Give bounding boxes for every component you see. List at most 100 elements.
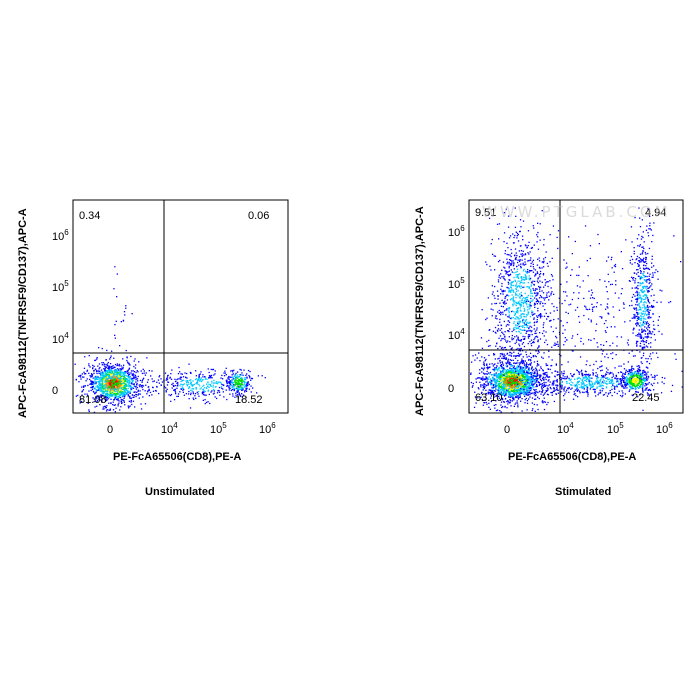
event-dot <box>122 392 124 394</box>
event-dot <box>560 320 562 322</box>
event-dot <box>534 337 536 339</box>
event-dot <box>116 371 118 373</box>
event-dot <box>513 383 515 385</box>
event-dot <box>522 303 525 305</box>
event-dot <box>543 315 546 317</box>
event-dot <box>501 379 503 381</box>
event-dot <box>235 394 237 396</box>
event-dot <box>481 399 484 402</box>
event-dot <box>219 394 221 396</box>
event-dot <box>517 386 519 389</box>
event-dot <box>514 357 517 359</box>
event-dot <box>555 380 557 382</box>
event-dot <box>129 381 131 383</box>
event-dot <box>508 324 510 326</box>
event-dot <box>135 388 137 390</box>
event-dot <box>120 321 122 323</box>
event-dot <box>518 264 520 266</box>
event-dot <box>504 300 506 302</box>
event-dot <box>487 368 489 370</box>
event-dot <box>509 345 511 347</box>
event-dot <box>112 393 114 396</box>
event-dot <box>112 380 115 382</box>
event-dot <box>106 374 109 376</box>
event-dot <box>517 387 519 390</box>
event-dot <box>509 362 511 364</box>
event-dot <box>514 384 516 387</box>
event-dot <box>535 350 537 352</box>
event-dot <box>512 370 515 372</box>
event-dot <box>231 374 233 376</box>
event-dot <box>209 402 211 405</box>
event-dot <box>122 377 124 380</box>
event-dot <box>517 277 519 279</box>
event-dot <box>116 377 118 380</box>
event-dot <box>531 384 533 386</box>
event-dot <box>531 376 533 378</box>
event-dot <box>495 315 497 317</box>
event-dot <box>116 382 118 384</box>
event-dot <box>500 339 502 342</box>
event-dot <box>140 408 143 410</box>
event-dot <box>554 344 556 346</box>
event-dot <box>108 365 110 367</box>
event-dot <box>546 387 548 389</box>
event-dot <box>497 386 500 388</box>
event-dot <box>522 378 524 380</box>
event-dot <box>519 372 521 374</box>
event-dot <box>507 360 509 362</box>
event-dot <box>125 307 127 309</box>
event-dot <box>248 383 250 386</box>
event-dot <box>247 381 249 383</box>
event-dot <box>540 296 542 298</box>
event-dot <box>521 374 523 377</box>
event-dot <box>521 277 523 279</box>
event-dot <box>183 394 185 396</box>
event-dot <box>518 383 521 385</box>
event-dot <box>143 372 145 374</box>
event-dot <box>137 371 139 373</box>
event-dot <box>517 375 519 378</box>
event-dot <box>105 359 107 361</box>
event-dot <box>502 277 505 279</box>
event-dot <box>534 374 537 377</box>
event-dot <box>509 290 511 292</box>
event-dot <box>192 393 195 395</box>
event-dot <box>115 384 117 387</box>
event-dot <box>520 388 523 391</box>
event-dot <box>501 370 503 372</box>
event-dot <box>196 383 198 385</box>
event-dot <box>527 286 529 288</box>
event-dot <box>212 384 214 386</box>
event-dot <box>111 371 113 373</box>
event-dot <box>515 402 517 404</box>
event-dot <box>538 369 541 371</box>
event-dot <box>195 386 197 389</box>
event-dot <box>123 401 125 403</box>
event-dot <box>101 383 103 385</box>
event-dot <box>98 381 100 383</box>
event-dot <box>518 375 521 377</box>
event-dot <box>508 312 510 314</box>
event-dot <box>536 299 538 301</box>
event-dot <box>500 273 502 275</box>
event-dot <box>240 379 242 381</box>
event-dot <box>249 370 251 373</box>
event-dot <box>104 386 106 388</box>
event-dot <box>133 383 135 385</box>
event-dot <box>495 374 497 376</box>
event-dot <box>79 375 81 377</box>
event-dot <box>528 277 530 279</box>
event-dot <box>495 367 497 369</box>
event-dot <box>181 373 183 375</box>
event-dot <box>88 372 90 374</box>
event-dot <box>148 389 150 391</box>
event-dot <box>488 367 490 369</box>
event-dot <box>510 376 513 378</box>
event-dot <box>81 394 83 396</box>
event-dot <box>564 376 566 378</box>
event-dot <box>487 392 490 394</box>
event-dot <box>105 407 107 409</box>
event-dot <box>122 366 124 368</box>
event-dot <box>522 356 524 358</box>
